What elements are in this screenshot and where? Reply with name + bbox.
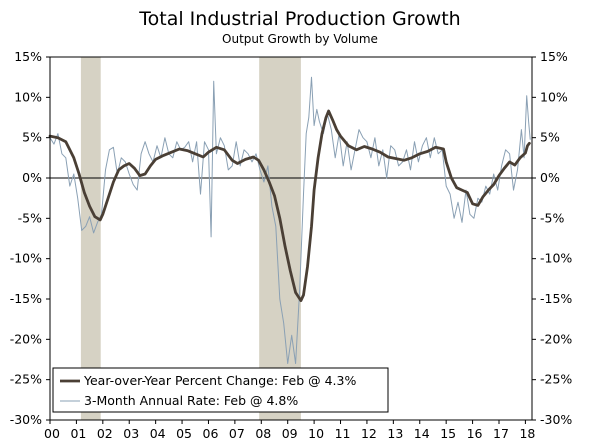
x-tick-label: 01 [70, 426, 86, 441]
x-tick-label: 14 [414, 426, 430, 441]
x-tick-label: 18 [519, 426, 535, 441]
x-tick-label: 13 [387, 426, 403, 441]
x-axis: 00 01 02 03 04 05 06 07 08 09 10 11 12 13 14 15 16 17 18 [44, 420, 535, 441]
y-tick-label: -10% [540, 251, 572, 266]
legend-box [52, 367, 389, 413]
x-tick-label: 00 [44, 426, 60, 441]
x-tick-label: 08 [255, 426, 271, 441]
x-tick-label: 04 [150, 426, 166, 441]
y-tick-label: -20% [540, 331, 572, 346]
y-tick-label: 5% [22, 130, 42, 145]
x-tick-label: 10 [308, 426, 324, 441]
x-tick-label: 03 [123, 426, 139, 441]
x-tick-label: 06 [203, 426, 219, 441]
recession-band [80, 57, 101, 420]
x-tick-label: 17 [493, 426, 509, 441]
legend-label-yoy: Year-over-Year Percent Change: Feb @ 4.3… [83, 373, 356, 388]
y-tick-label: -5% [540, 210, 564, 225]
y-tick-label: -5% [18, 210, 42, 225]
x-tick-label: 12 [361, 426, 377, 441]
y-tick-label: 0% [540, 170, 560, 185]
series-line-yoy [48, 109, 531, 302]
y-tick-label: -10% [10, 251, 42, 266]
y-tick-label: 15% [540, 49, 568, 64]
y-tick-label: -25% [540, 372, 572, 387]
x-tick-label: 09 [282, 426, 298, 441]
y-tick-label: 10% [540, 89, 568, 104]
y-axis-left: 15% 10% 5% 0% -5% -10% -15% -20% -25% -30% [10, 49, 50, 427]
y-tick-label: 10% [14, 89, 42, 104]
y-axis-right: 15% 10% 5% 0% -5% -10% -15% -20% -25% -30% [532, 49, 572, 427]
legend-label-3month: 3-Month Annual Rate: Feb @ 4.8% [84, 393, 298, 408]
legend: Year-over-Year Percent Change: Feb @ 4.3… [52, 367, 389, 413]
series-line-3month [49, 76, 531, 364]
y-tick-label: 5% [540, 130, 560, 145]
y-tick-label: 0% [22, 170, 42, 185]
plot-frame [49, 56, 533, 421]
chart-title: Total Industrial Production Growth [138, 8, 460, 30]
y-tick-label: -25% [10, 372, 42, 387]
y-tick-label: -20% [10, 331, 42, 346]
chart-subtitle: Output Growth by Volume [222, 32, 378, 46]
series-layer [48, 76, 531, 364]
x-tick-label: 15 [440, 426, 456, 441]
recession-band [259, 57, 301, 420]
y-tick-label: -15% [10, 291, 42, 306]
y-tick-label: 15% [14, 49, 42, 64]
x-tick-label: 07 [229, 426, 245, 441]
x-tick-label: 16 [467, 426, 483, 441]
x-tick-label: 05 [176, 426, 192, 441]
y-tick-label: -15% [540, 291, 572, 306]
x-tick-label: 11 [335, 426, 351, 441]
y-tick-label: -30% [540, 412, 572, 427]
x-tick-label: 02 [97, 426, 113, 441]
recession-shading [80, 57, 301, 420]
y-tick-label: -30% [10, 412, 42, 427]
